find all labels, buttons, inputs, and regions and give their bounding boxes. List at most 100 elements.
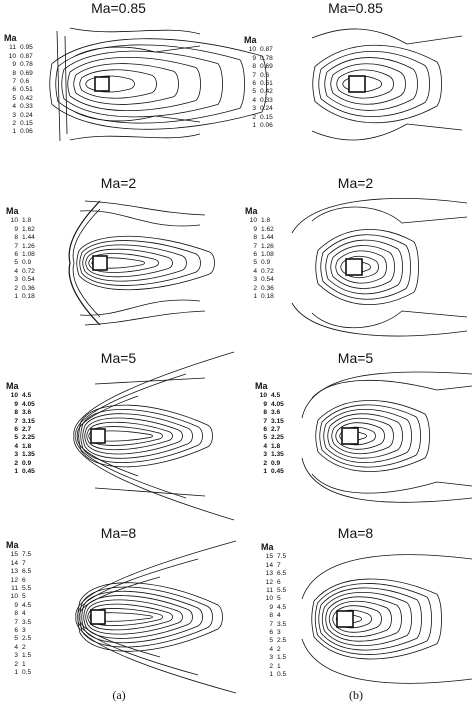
contour-line: [311, 578, 442, 660]
contour-line: [49, 38, 267, 130]
legend-level-index: 10: [249, 217, 257, 225]
legend-level-value: 7.5: [22, 551, 32, 559]
legend-row: 1 0.5: [261, 671, 286, 679]
legend-level-index: 10: [259, 392, 267, 400]
legend-row: 6 0.51: [244, 80, 273, 88]
contour-line: [323, 408, 412, 464]
square-body: [336, 610, 354, 628]
contour-legend: Ma 15 7.5 14 7 13 6.5 12 6 11 5.5 10 5 9 4.5 8 4 7 3.5 6 3 5 2…: [6, 540, 32, 678]
legend-level-index: 7: [263, 417, 267, 425]
legend-level-index: 5: [263, 434, 267, 442]
legend-row: 2 0.36: [245, 285, 274, 293]
legend-row: 15 7.5: [6, 551, 32, 559]
legend-header: Ma: [6, 540, 19, 550]
legend-level-index: 1: [269, 671, 273, 679]
contour-line: [335, 422, 385, 450]
legend-level-index: 10: [265, 595, 273, 603]
contour-line: [321, 591, 412, 647]
legend-level-index: 5: [269, 637, 273, 645]
contour-line: [85, 599, 183, 635]
legend-level-value: 6.5: [277, 570, 287, 578]
legend-level-index: 4: [253, 267, 257, 275]
legend-row: 9 1.62: [245, 226, 274, 234]
legend-level-index: 9: [14, 601, 18, 609]
legend-level-index: 7: [14, 417, 18, 425]
legend-level-index: 7: [14, 242, 18, 250]
legend-row: 10 4.5: [6, 392, 35, 400]
legend-row: 5 0.9: [6, 259, 35, 267]
legend-level-index: 3: [14, 652, 18, 660]
square-body: [90, 428, 106, 444]
legend-level-index: 1: [14, 669, 18, 677]
legend-level-index: 4: [252, 96, 256, 104]
contour-line: [301, 371, 473, 503]
legend-level-value: 2.5: [22, 635, 32, 643]
legend-level-index: 10: [10, 593, 18, 601]
contour-line: [82, 244, 187, 282]
contour-line: [319, 404, 421, 468]
legend-row: 6 1.08: [245, 251, 274, 259]
contour-line: [86, 421, 173, 451]
legend-row: 14 7: [6, 560, 31, 568]
contour-line: [94, 377, 206, 497]
legend-level-index: 9: [14, 400, 18, 408]
legend-row: 2 0.9: [6, 460, 35, 468]
panel-a-ma8: Ma=8 Ma 15 7.5 14 7 13 6.5 12 6 11 5.5 10 5 9 4.5 8 4 7 3.…: [0, 525, 237, 700]
contour-line: [330, 245, 395, 289]
legend-level-index: 6: [14, 426, 18, 434]
legend-level-value: 0.24: [260, 105, 273, 113]
legend-level-index: 2: [263, 459, 267, 467]
legend-row: 10 4.5: [255, 392, 284, 400]
contour-line: [312, 44, 442, 124]
legend-row: 14 7: [261, 562, 286, 570]
panel-b-ma8: Ma=8 Ma 15 7.5 14 7 13 6.5 12 6 11 5.5 10 5 9 4.5 8 4 7 3.…: [237, 525, 474, 700]
legend-level-value: 3.5: [22, 618, 32, 626]
legend-row: 11 5.5: [6, 585, 31, 593]
legend-level-value: 6: [22, 576, 26, 584]
panel-b-ma2: Ma=2 Ma 10 1.8 9 1.62 8 1.44 7 1.26 6 1.08 5 0.9 4 0.7…: [237, 175, 474, 350]
square-body: [94, 76, 110, 92]
contour-line: [318, 587, 422, 651]
legend-row: 5 2.25: [255, 434, 284, 442]
legend-level-value: 1.8: [261, 217, 271, 225]
legend-level-value: 1.5: [277, 654, 287, 662]
legend-level-value: 2.5: [277, 637, 287, 645]
legend-level-value: 0.24: [20, 111, 33, 119]
shock-line: [68, 200, 101, 326]
contour-line: [74, 111, 201, 123]
legend-level-index: 3: [269, 654, 273, 662]
contour-line: [315, 228, 419, 306]
legend-level-value: 1.8: [271, 442, 281, 450]
legend-level-value: 7: [22, 559, 26, 567]
legend-row: 7 3.5: [261, 621, 286, 629]
legend-level-value: 0.78: [20, 61, 33, 69]
legend-level-value: 0.78: [260, 54, 273, 62]
legend-level-value: 3: [277, 629, 281, 637]
contour-plot: [75, 540, 237, 694]
legend-level-index: 7: [252, 71, 256, 79]
legend-level-index: 3: [253, 276, 257, 284]
legend-row: 4 0.72: [245, 268, 274, 276]
contour-plot: [68, 200, 215, 326]
legend-row: 5 0.42: [244, 88, 273, 96]
contour-legend: Ma 10 1.8 9 1.62 8 1.44 7 1.26 6 1.08 5 0.9 4 0.72 3 0.5…: [245, 206, 274, 301]
legend-level-value: 2: [22, 643, 26, 651]
legend-level-value: 0.87: [20, 52, 33, 60]
legend-level-index: 2: [269, 662, 273, 670]
contour-line: [84, 200, 206, 326]
contour-line: [88, 253, 159, 273]
legend-level-value: 0.69: [20, 69, 33, 77]
contour-line: [332, 605, 382, 633]
legend-level-value: 1.8: [22, 217, 32, 225]
legend-level-value: 1.26: [261, 242, 274, 250]
legend-level-value: 0.06: [20, 128, 33, 136]
legend-row: 12 6: [261, 579, 286, 587]
legend-row: 8 3.6: [6, 409, 35, 417]
contour-line: [73, 351, 235, 521]
legend-level-index: 5: [253, 259, 257, 267]
legend-row: 10 1.8: [6, 217, 35, 225]
legend-row: 1 0.06: [4, 128, 33, 136]
